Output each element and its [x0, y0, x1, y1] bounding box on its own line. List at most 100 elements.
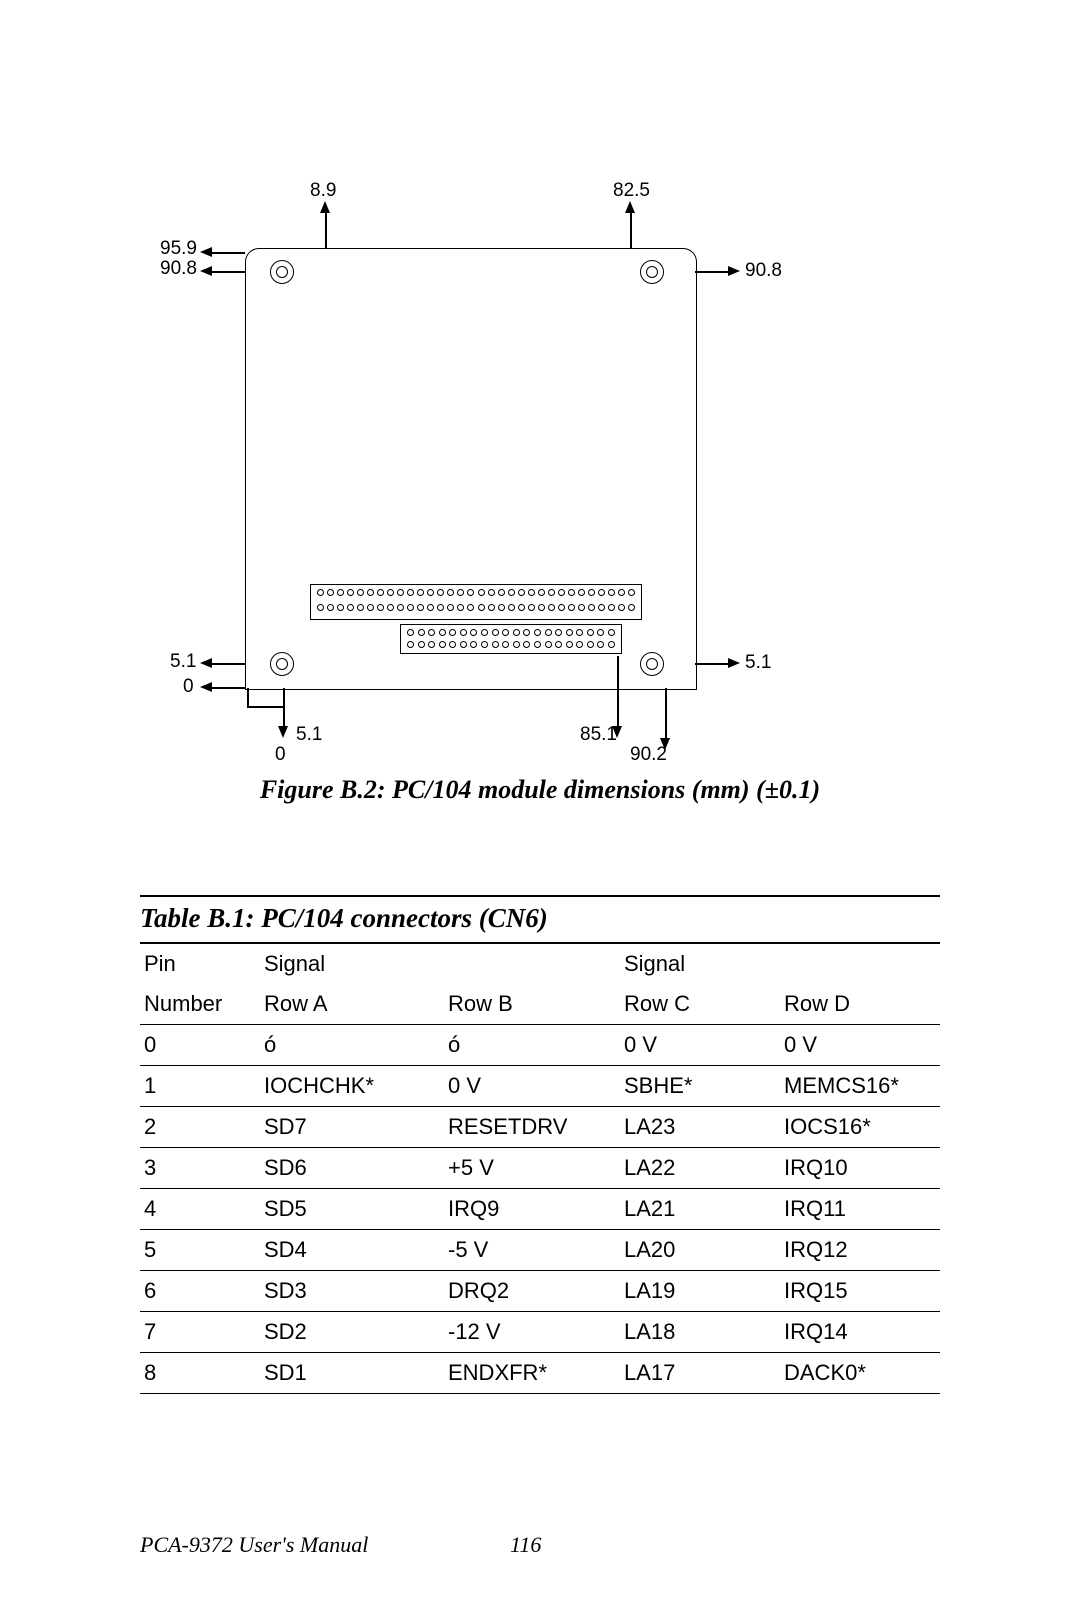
connector-pin-icon: [407, 604, 414, 611]
connector-pin-icon: [449, 629, 456, 636]
table-cell: -12 V: [444, 1312, 620, 1353]
dimension-line: [247, 706, 283, 708]
connector-pin-icon: [518, 604, 525, 611]
connector-pin-icon: [467, 604, 474, 611]
table-cell: IRQ11: [780, 1189, 940, 1230]
connector-pin-icon: [608, 641, 615, 648]
connector-pin-icon: [367, 589, 374, 596]
connector-pin-row: [317, 589, 635, 596]
table-cell: Row D: [780, 984, 940, 1025]
connector-pin-icon: [347, 589, 354, 596]
connector-pin-icon: [397, 604, 404, 611]
table-cell: IOCHCHK*: [260, 1066, 444, 1107]
connector-pin-icon: [558, 589, 565, 596]
table-row: 3SD6+5 VLA22IRQ10: [140, 1148, 940, 1189]
table-cell: MEMCS16*: [780, 1066, 940, 1107]
table-cell: 3: [140, 1148, 260, 1189]
dimension-label: 8.9: [310, 180, 336, 202]
arrow-left-icon: [200, 658, 212, 668]
connector-pin-icon: [337, 604, 344, 611]
dimension-label: 5.1: [170, 651, 196, 673]
arrow-down-icon: [278, 726, 288, 738]
dimension-line: [630, 211, 632, 248]
connector-pin-icon: [337, 589, 344, 596]
dimension-label: 90.8: [160, 258, 197, 280]
connector-pin-icon: [492, 641, 499, 648]
connector-pin-icon: [397, 589, 404, 596]
table-cell: SD7: [260, 1107, 444, 1148]
connector-pin-icon: [588, 604, 595, 611]
connector-pin-icon: [538, 604, 545, 611]
connector-pin-icon: [437, 589, 444, 596]
table-cell: IRQ12: [780, 1230, 940, 1271]
connector-pin-icon: [518, 589, 525, 596]
table-cell: ó: [444, 1025, 620, 1066]
table-cell: DACK0*: [780, 1353, 940, 1394]
connector-pin-icon: [598, 604, 605, 611]
connector-pin-icon: [481, 629, 488, 636]
table-cell: SD6: [260, 1148, 444, 1189]
connector-pin-icon: [387, 589, 394, 596]
connector-pin-icon: [427, 604, 434, 611]
connector-pin-icon: [327, 589, 334, 596]
connector-pin-icon: [576, 629, 583, 636]
table-cell: 0 V: [444, 1066, 620, 1107]
arrow-up-icon: [625, 201, 635, 213]
connector-pin-icon: [528, 604, 535, 611]
connector-pin-icon: [357, 589, 364, 596]
dimension-label: 82.5: [613, 180, 650, 202]
connector-pin-icon: [608, 589, 615, 596]
connector-pin-icon: [457, 604, 464, 611]
connector-pin-icon: [428, 629, 435, 636]
connector-pin-icon: [597, 641, 604, 648]
connector-pin-icon: [488, 604, 495, 611]
connector-pin-icon: [481, 641, 488, 648]
connector-pin-icon: [508, 589, 515, 596]
dimension-line: [617, 656, 619, 728]
connector-pin-icon: [538, 589, 545, 596]
table-cell: LA17: [620, 1353, 780, 1394]
connector-pin-icon: [377, 589, 384, 596]
connector-pin-icon: [317, 604, 324, 611]
connector-pin-icon: [545, 641, 552, 648]
table-row: PinSignalSignal: [140, 944, 940, 984]
connector-pin-icon: [367, 604, 374, 611]
mounting-hole-icon: [270, 652, 294, 676]
connector-table: Table B.1: PC/104 connectors (CN6) PinSi…: [140, 895, 940, 1394]
connector-pin-icon: [566, 629, 573, 636]
table-cell: LA23: [620, 1107, 780, 1148]
connector-pin-icon: [545, 629, 552, 636]
table-row: 0óó0 V0 V: [140, 1025, 940, 1066]
table-cell: ó: [260, 1025, 444, 1066]
connector-pin-icon: [523, 641, 530, 648]
table-cell: IRQ9: [444, 1189, 620, 1230]
table-cell: LA22: [620, 1148, 780, 1189]
connector-pin-icon: [578, 589, 585, 596]
arrow-right-icon: [728, 266, 740, 276]
page-number: 116: [510, 1532, 541, 1558]
connector-outline: [400, 624, 622, 654]
table-cell: DRQ2: [444, 1271, 620, 1312]
dimension-label: 5.1: [745, 652, 771, 674]
connector-pin-icon: [437, 604, 444, 611]
dimension-line: [210, 271, 245, 273]
table-row: 5SD4-5 VLA20IRQ12: [140, 1230, 940, 1271]
connector-pin-row: [407, 641, 615, 648]
connector-pin-icon: [488, 589, 495, 596]
page-footer: PCA-9372 User's Manual 116: [140, 1532, 940, 1558]
table-cell: SD5: [260, 1189, 444, 1230]
connector-pin-icon: [470, 629, 477, 636]
table-title: Table B.1: PC/104 connectors (CN6): [140, 895, 940, 944]
connector-pin-icon: [439, 641, 446, 648]
connector-pin-icon: [418, 629, 425, 636]
dimension-line: [210, 252, 245, 254]
connector-pin-icon: [417, 589, 424, 596]
connector-pin-icon: [513, 641, 520, 648]
table-row: 2SD7RESETDRVLA23IOCS16*: [140, 1107, 940, 1148]
connector-pin-icon: [347, 604, 354, 611]
table-cell: Number: [140, 984, 260, 1025]
dimension-line: [695, 271, 730, 273]
connector-pin-icon: [327, 604, 334, 611]
table-cell: 7: [140, 1312, 260, 1353]
connector-pin-icon: [427, 589, 434, 596]
